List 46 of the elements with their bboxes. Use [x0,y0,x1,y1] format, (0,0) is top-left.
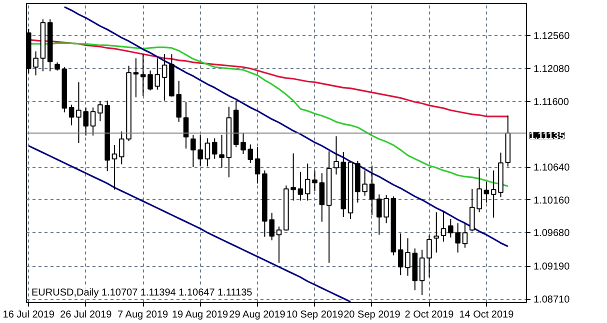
candlestick [319,172,325,222]
line-series [64,6,509,248]
candlestick [198,134,203,167]
line-series [28,145,352,302]
candlestick [190,134,196,168]
x-tick-label: 29 Aug 2019 [229,310,286,320]
y-tick-label: 1.08710 [534,294,570,306]
candlestick [90,107,96,136]
candlestick [426,234,432,278]
y-tick-label: 1.09190 [534,262,570,273]
candlestick [490,170,496,218]
candlestick [68,104,74,126]
candlestick [183,102,189,150]
candlestick [254,146,260,184]
candlestick [133,58,139,98]
y-tick-label: 1.11600 [534,96,570,108]
x-tick-label: 20 Sep 2019 [344,310,401,320]
x-tick-label: 19 Aug 2019 [172,310,229,320]
candlestick [212,138,218,160]
text: EURUSD,Daily 1.10707 1.11394 1.10647 1.11135 [32,288,253,298]
candlestick [462,222,468,248]
y-tick-label: 1.10160 [534,195,570,206]
candlestick [276,226,282,264]
candlestick [140,54,146,96]
candlestick [434,212,440,254]
x-tick-label: 2 Oct 2019 [404,310,454,320]
y-tick-label: 1.12080 [534,64,570,75]
candlestick [204,138,210,167]
y-tick-label: 1.09680 [534,228,570,240]
x-tick-label: 26 Jul 2019 [60,310,112,320]
candlestick [112,144,118,190]
candlestick [118,130,124,165]
y-tick-label: 1.10640 [534,162,570,174]
x-tick-label: 10 Sep 2019 [286,310,344,320]
candlestick [298,171,304,202]
candlestick [162,54,168,102]
candlestick [440,210,446,242]
candlestick [154,58,160,90]
x-tick-label: 14 Oct 2019 [459,310,514,320]
candlestick [419,249,425,296]
candlestick [148,70,153,91]
x-tick-label: 16 Jul 2019 [2,310,55,320]
candlestick [219,134,224,168]
candlestick [369,165,375,216]
x-tick-label: 7 Aug 2019 [118,310,169,320]
y-tick-label: 1.12560 [534,31,570,42]
